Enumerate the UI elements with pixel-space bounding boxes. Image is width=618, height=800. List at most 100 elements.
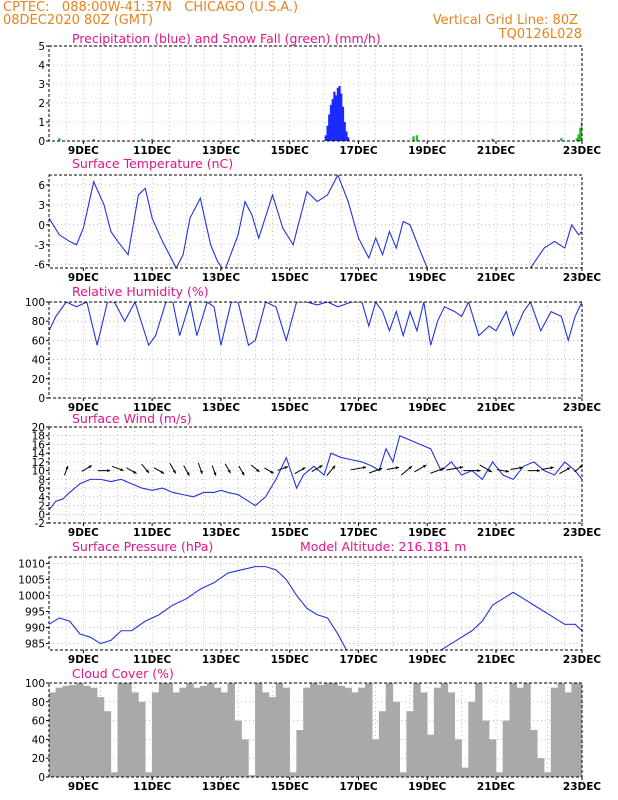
wind-arrow [211, 465, 217, 476]
y-tick-label: 4 [38, 492, 45, 504]
wind-arrow [153, 467, 165, 474]
wind-arrow [414, 464, 427, 473]
snow-bar [577, 134, 580, 141]
wind-arrow [64, 465, 69, 476]
precip-bar [338, 85, 341, 141]
cloud-bar [268, 697, 277, 777]
y-tick-label: 100 [25, 297, 45, 309]
series-line [49, 434, 582, 511]
cloud-bar [179, 687, 187, 777]
series-line [49, 175, 582, 268]
x-tick-label: 11DEC [133, 527, 172, 539]
y-tick-label: 6 [38, 483, 45, 495]
wind-arrow [326, 465, 336, 477]
wind-arrow [368, 467, 383, 474]
cloud-bar [488, 739, 497, 777]
wind-arrow [430, 467, 446, 474]
x-tick-label: 17DEC [339, 654, 378, 666]
y-tick-label: 990 [25, 623, 45, 635]
wind-arrow [277, 466, 289, 471]
x-tick-label: 17DEC [339, 527, 378, 539]
y-tick-label: 14 [32, 448, 46, 460]
cloud-bar [241, 739, 249, 777]
cloud-bar [124, 683, 132, 777]
x-tick-label: 9DEC [68, 527, 99, 539]
y-tick-label: 985 [25, 639, 45, 651]
cloud-bar [358, 687, 366, 777]
x-tick-label: 21DEC [477, 402, 516, 414]
x-tick-label: 17DEC [339, 145, 378, 157]
precip-bar [331, 99, 334, 141]
cloud-bar [261, 692, 270, 777]
cloud-bar [158, 683, 167, 777]
cloud-bar [543, 772, 552, 777]
snow-bar [250, 139, 253, 141]
y-tick-label: 20 [32, 374, 45, 386]
y-tick-label: 16 [32, 439, 46, 451]
series-line [49, 566, 582, 650]
model-altitude: Model Altitude: 216.181 m [300, 539, 466, 554]
y-tick-label: 0 [38, 509, 45, 521]
cloud-bar [234, 720, 242, 777]
cloud-bar [523, 683, 531, 777]
y-tick-label: 60 [32, 716, 45, 728]
cloud-bar [578, 683, 582, 777]
cloud-bar [475, 683, 483, 777]
y-tick-label: 60 [32, 335, 45, 347]
cloud-bar [220, 692, 229, 777]
cloud-bar [344, 687, 352, 777]
cloud-bar [96, 697, 105, 777]
y-tick-label: 995 [25, 607, 45, 619]
cloud-bar [447, 692, 456, 777]
cloud-bar [131, 692, 139, 777]
y-tick-label: 0 [38, 393, 45, 405]
wind-arrow [479, 464, 493, 473]
cloud-bar [117, 683, 125, 777]
x-tick-label: 21DEC [477, 527, 516, 539]
panel-frame [48, 174, 583, 269]
cloud-bar [200, 685, 208, 777]
y-tick-label: 2 [38, 501, 45, 513]
panel-title: Precipitation (blue) and Snow Fall (gree… [72, 31, 381, 46]
snow-bar [92, 139, 95, 141]
cloud-bar [392, 701, 400, 777]
panel-frame [48, 45, 583, 142]
snow-bar [580, 122, 582, 141]
precip-bar [345, 131, 348, 141]
cloud-bar [433, 687, 442, 777]
x-tick-label: 23DEC [563, 781, 602, 793]
x-tick-label: 11DEC [133, 145, 172, 157]
x-tick-label: 9DEC [68, 272, 99, 284]
cloud-bar [282, 687, 290, 777]
cloud-bar [83, 685, 91, 777]
panel-frame [48, 426, 583, 524]
x-tick-label: 9DEC [68, 402, 99, 414]
x-tick-label: 15DEC [271, 781, 310, 793]
y-tick-label: 0 [38, 772, 45, 784]
precip-bar [326, 125, 329, 141]
cloud-bar [206, 683, 215, 777]
cloud-bar [427, 734, 435, 777]
cloud-bar [103, 711, 112, 777]
cloud-bar [385, 683, 394, 777]
cloud-bar [186, 683, 194, 777]
y-tick-label: 40 [32, 734, 45, 746]
x-tick-label: 23DEC [563, 402, 602, 414]
run-code: TQ0126L028 [498, 27, 582, 42]
x-tick-label: 19DEC [408, 654, 447, 666]
x-tick-label: 13DEC [202, 272, 241, 284]
wind-arrow [496, 469, 510, 473]
y-tick-label: 40 [32, 355, 45, 367]
y-tick-label: -6 [35, 260, 46, 272]
precip-bar [324, 135, 327, 141]
panel-frame [48, 301, 583, 399]
x-tick-label: 19DEC [408, 272, 447, 284]
wind-arrow [400, 465, 413, 476]
snow-bar [415, 135, 419, 141]
cloud-bar [537, 758, 545, 777]
precip-bar [340, 93, 343, 141]
panel-title: Surface Wind (m/s) [72, 411, 192, 426]
cloud-bar [371, 739, 380, 777]
wind-arrow [141, 463, 150, 474]
cloud-bar [495, 772, 504, 777]
